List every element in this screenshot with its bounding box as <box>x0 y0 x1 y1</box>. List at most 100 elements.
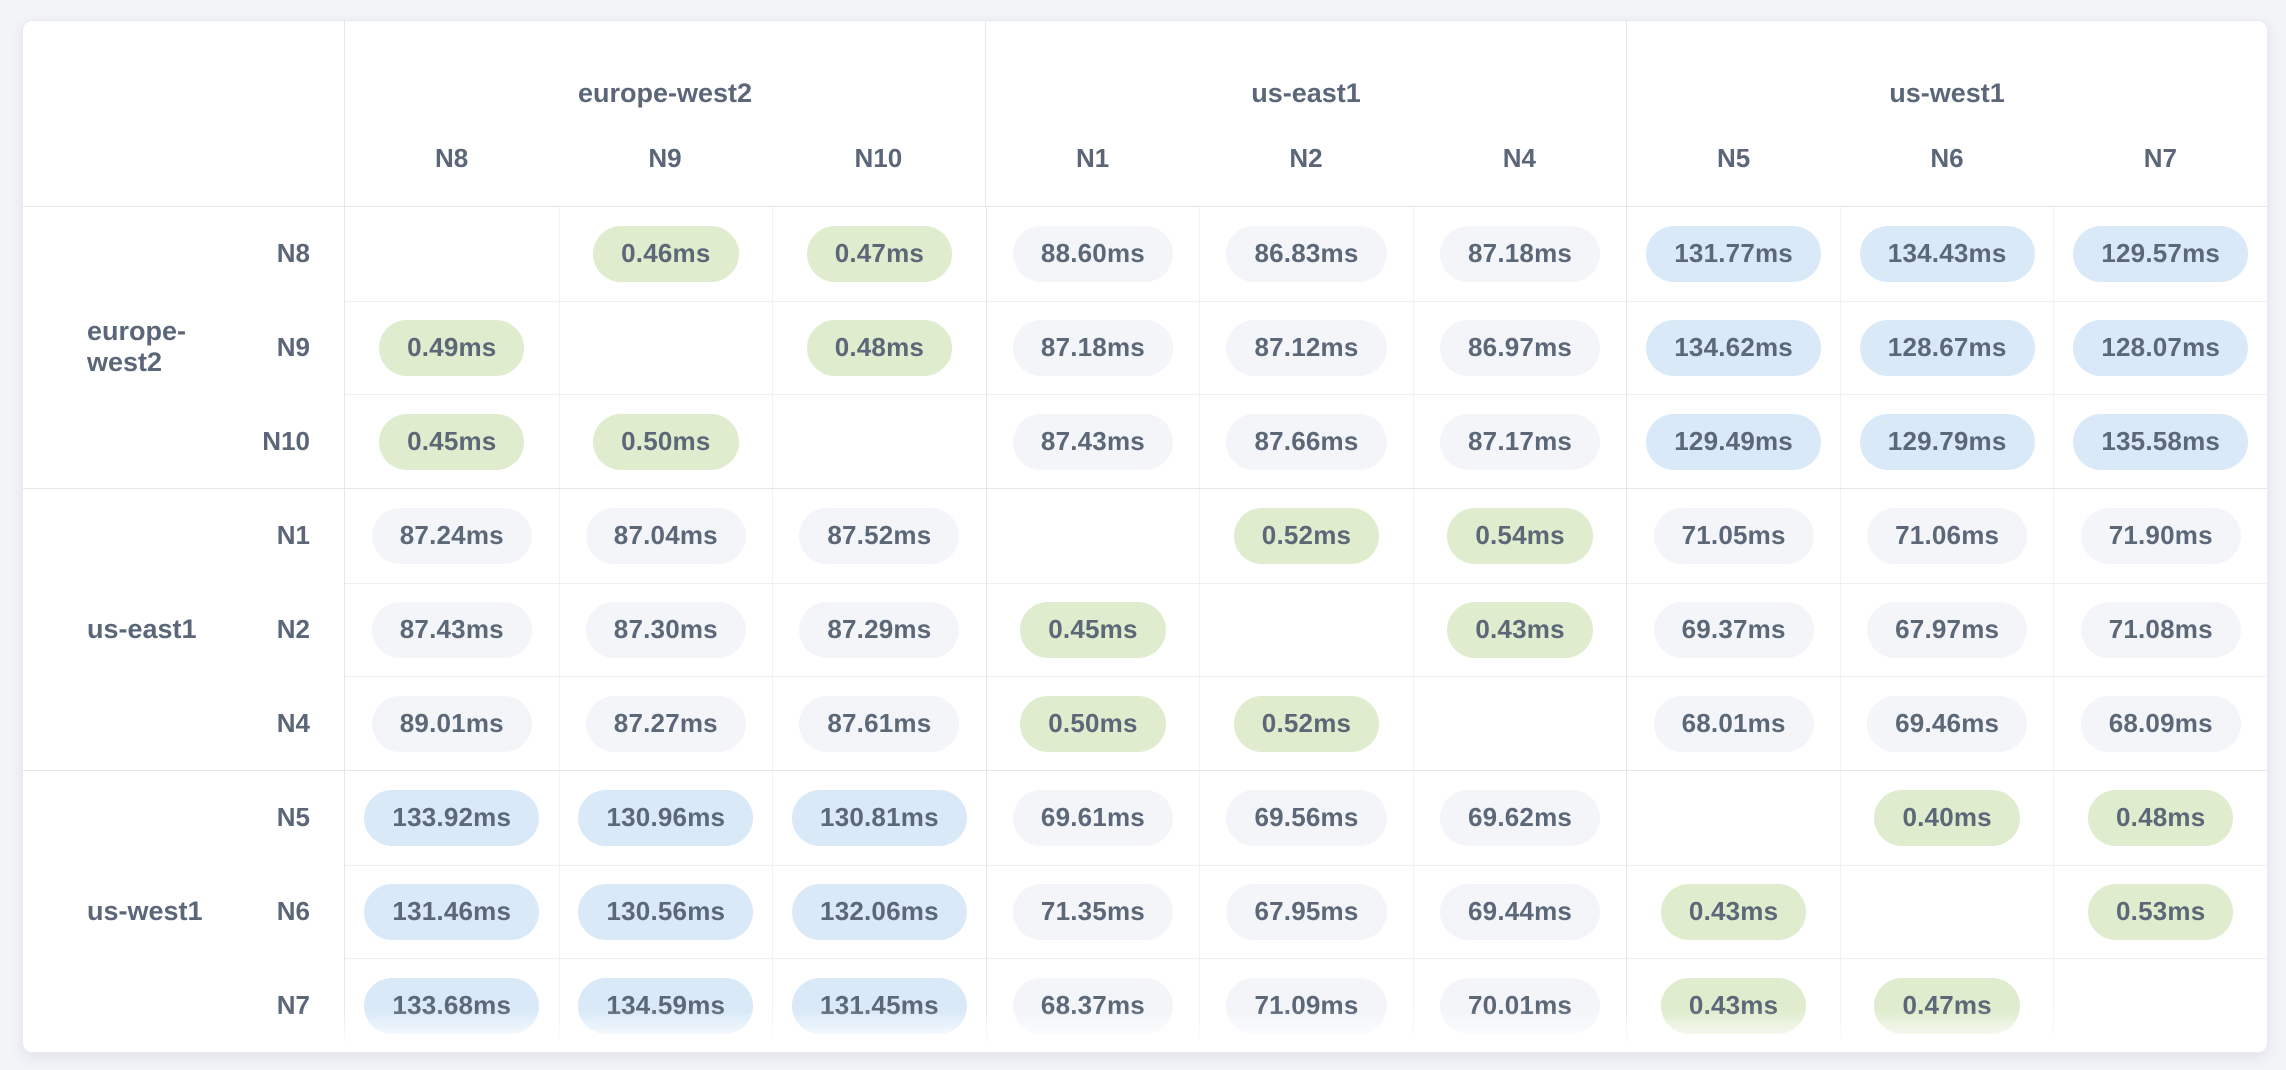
latency-cell: 0.43ms <box>1626 958 1840 1052</box>
latency-pill: 89.01ms <box>371 695 532 752</box>
latency-pill: 69.37ms <box>1653 601 1814 658</box>
latency-pill: 68.09ms <box>2080 695 2241 752</box>
latency-cell: 0.53ms <box>2053 864 2267 959</box>
latency-cell <box>1626 771 1840 865</box>
latency-cell: 71.08ms <box>2053 582 2267 677</box>
latency-cell: 69.62ms <box>1412 771 1627 865</box>
latency-pill: 0.54ms <box>1447 507 1593 564</box>
latency-cell: 130.96ms <box>558 771 773 865</box>
latency-cell: 88.60ms <box>985 207 1200 301</box>
latency-pill: 129.57ms <box>2073 225 2249 282</box>
latency-pill: 71.90ms <box>2080 507 2241 564</box>
latency-cell: 68.01ms <box>1626 676 1840 770</box>
latency-cell: 135.58ms <box>2053 394 2267 488</box>
latency-pill: 69.56ms <box>1226 789 1387 846</box>
column-region-title: europe-west2 <box>577 78 753 108</box>
latency-pill: 132.06ms <box>792 883 967 940</box>
latency-pill: 130.56ms <box>578 883 754 940</box>
latency-cell: 87.29ms <box>772 582 986 677</box>
latency-pill: 87.17ms <box>1440 413 1601 470</box>
latency-cell: 68.09ms <box>2053 676 2267 770</box>
matrix-column-header: europe-west2 N8 N9 N10 us-east1 N1 N2 N4… <box>23 21 2267 206</box>
latency-cell: 130.56ms <box>558 864 773 959</box>
latency-cell <box>345 207 559 301</box>
latency-cell: 134.59ms <box>558 958 773 1052</box>
column-header-node: N6 <box>1930 143 1964 173</box>
latency-cell: 0.47ms <box>1839 958 2054 1052</box>
latency-cell: 87.17ms <box>1412 394 1627 488</box>
column-header-node: N9 <box>648 143 682 173</box>
row-region-title: us-west1 <box>87 895 203 926</box>
latency-pill: 131.77ms <box>1646 225 1821 282</box>
latency-cell: 131.77ms <box>1626 207 1840 301</box>
latency-pill: 0.45ms <box>379 413 525 470</box>
row-header-node: N6 <box>241 864 345 959</box>
latency-pill: 87.29ms <box>799 601 960 658</box>
latency-pill: 69.44ms <box>1440 883 1601 940</box>
latency-cell: 0.45ms <box>985 582 1200 677</box>
column-node-labels: N1 N2 N4 <box>986 111 1626 206</box>
row-header-node: N8 <box>241 207 345 301</box>
latency-pill: 0.52ms <box>1233 695 1380 752</box>
latency-pill: 0.40ms <box>1874 789 2020 846</box>
latency-cell: 0.48ms <box>772 300 986 395</box>
latency-pill: 0.50ms <box>1020 695 1166 752</box>
column-group-us-east1: us-east1 N1 N2 N4 <box>985 21 1626 206</box>
latency-pill: 67.97ms <box>1867 601 2028 658</box>
latency-cell: 87.43ms <box>985 394 1200 488</box>
latency-cell: 67.95ms <box>1199 864 1413 959</box>
latency-cell: 0.47ms <box>772 207 986 301</box>
latency-pill: 129.79ms <box>1859 413 2035 470</box>
latency-pill: 87.27ms <box>585 695 746 752</box>
latency-cell: 131.45ms <box>772 958 986 1052</box>
latency-cell: 87.61ms <box>772 676 986 770</box>
latency-cell: 71.09ms <box>1199 958 1413 1052</box>
latency-cell: 67.97ms <box>1839 582 2054 677</box>
latency-cell: 71.35ms <box>985 864 1200 959</box>
latency-cell: 86.97ms <box>1412 300 1627 395</box>
latency-cell: 69.61ms <box>985 771 1200 865</box>
latency-pill: 68.01ms <box>1653 695 1814 752</box>
column-region-title: us-west1 <box>1889 78 2005 108</box>
latency-pill: 86.97ms <box>1440 319 1601 376</box>
row-header-node: N4 <box>241 676 345 770</box>
latency-pill: 87.04ms <box>585 507 746 564</box>
latency-pill: 87.18ms <box>1440 225 1601 282</box>
latency-cell: 69.56ms <box>1199 771 1413 865</box>
latency-cell <box>985 489 1200 583</box>
latency-cell: 130.81ms <box>772 771 986 865</box>
latency-cell <box>1412 676 1627 770</box>
column-node-labels: N5 N6 N7 <box>1627 111 2267 206</box>
latency-pill: 87.30ms <box>585 601 746 658</box>
latency-pill: 71.08ms <box>2080 601 2241 658</box>
latency-pill: 134.62ms <box>1646 319 1821 376</box>
latency-cell: 87.24ms <box>345 489 559 583</box>
latency-pill: 71.35ms <box>1012 883 1173 940</box>
latency-cell: 131.46ms <box>345 864 559 959</box>
latency-cell: 69.44ms <box>1412 864 1627 959</box>
latency-pill: 0.45ms <box>1020 601 1166 658</box>
latency-cell: 0.48ms <box>2053 771 2267 865</box>
latency-cell: 134.62ms <box>1626 300 1840 395</box>
latency-pill: 69.62ms <box>1440 789 1601 846</box>
latency-pill: 68.37ms <box>1012 977 1173 1034</box>
latency-pill: 69.46ms <box>1867 695 2028 752</box>
row-header-node: N2 <box>241 582 345 677</box>
latency-pill: 0.47ms <box>806 225 953 282</box>
latency-pill: 0.46ms <box>593 225 739 282</box>
column-group-europe-west2: europe-west2 N8 N9 N10 <box>345 21 985 206</box>
latency-cell: 87.52ms <box>772 489 986 583</box>
latency-pill: 87.66ms <box>1226 413 1387 470</box>
row-header-node: N5 <box>241 771 345 865</box>
latency-cell <box>558 300 773 395</box>
latency-pill: 67.95ms <box>1226 883 1387 940</box>
latency-pill: 135.58ms <box>2073 413 2249 470</box>
column-header-node: N7 <box>2143 143 2177 173</box>
latency-cell: 0.50ms <box>558 394 773 488</box>
latency-pill: 0.48ms <box>806 319 953 376</box>
latency-cell: 0.43ms <box>1412 582 1627 677</box>
latency-pill: 129.49ms <box>1646 413 1821 470</box>
latency-pill: 134.59ms <box>578 977 754 1034</box>
latency-cell <box>2053 958 2267 1052</box>
latency-matrix-card: europe-west2 N8 N9 N10 us-east1 N1 N2 N4… <box>22 20 2268 1053</box>
